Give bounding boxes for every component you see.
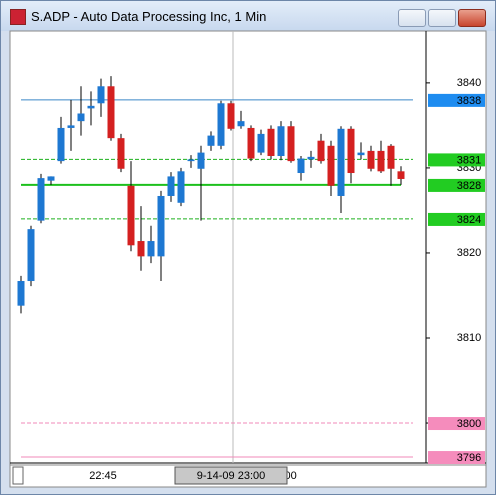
scroll-thumb[interactable] xyxy=(12,466,24,485)
title-bar: S.ADP - Auto Data Processing Inc, 1 Min xyxy=(1,1,495,31)
candle-body xyxy=(177,171,185,203)
level-label: 3796 xyxy=(457,452,481,464)
candle-body xyxy=(387,145,395,169)
candle-body xyxy=(257,133,265,153)
candle-body xyxy=(347,128,355,174)
candle-body xyxy=(197,152,205,169)
candle-body xyxy=(357,152,365,156)
candle-body xyxy=(67,125,75,128)
candle-body xyxy=(137,241,145,257)
candle-body xyxy=(27,229,35,282)
x-tick-label: 22:45 xyxy=(89,470,117,482)
candle-body xyxy=(147,241,155,257)
window-title: S.ADP - Auto Data Processing Inc, 1 Min xyxy=(31,9,267,24)
candle-body xyxy=(237,121,245,127)
candle-body xyxy=(187,159,195,162)
candle-body xyxy=(377,150,385,172)
level-label: 3828 xyxy=(457,180,481,192)
level-label: 3800 xyxy=(457,418,481,430)
candle-body xyxy=(217,103,225,146)
candle-body xyxy=(287,126,295,162)
candle-body xyxy=(37,178,45,221)
candle-body xyxy=(157,195,165,257)
y-tick-label: 3840 xyxy=(457,77,481,89)
candle-body xyxy=(107,86,115,139)
candle-body xyxy=(77,113,85,122)
crosshair-box xyxy=(174,466,288,485)
y-tick-label: 3820 xyxy=(457,247,481,259)
candle-body xyxy=(227,103,235,129)
candle-body xyxy=(267,128,275,157)
candle-body xyxy=(87,105,95,109)
candle-body xyxy=(97,86,105,104)
candle-body xyxy=(277,126,285,157)
level-box xyxy=(428,212,485,226)
close-button[interactable] xyxy=(458,9,486,27)
candle-body xyxy=(17,281,25,306)
candle-body xyxy=(47,176,55,181)
candle-body xyxy=(397,171,405,179)
candle-body xyxy=(207,135,215,146)
minimize-button[interactable] xyxy=(398,9,426,27)
chart-bg xyxy=(9,30,487,466)
level-box xyxy=(428,153,485,167)
y-tick-label: 3810 xyxy=(457,332,481,344)
level-label: 3824 xyxy=(457,214,481,226)
candle-body xyxy=(307,156,315,160)
candle-body xyxy=(167,176,175,196)
level-box xyxy=(428,178,485,192)
candle-body xyxy=(57,127,65,162)
crosshair-label: 9-14-09 23:00 xyxy=(197,470,266,482)
app-icon xyxy=(10,9,26,25)
candle-body xyxy=(317,140,325,162)
candle-body xyxy=(337,128,345,196)
level-box xyxy=(428,417,485,431)
level-label: 3838 xyxy=(457,95,481,107)
candle-body xyxy=(127,185,135,246)
candle-body xyxy=(327,145,335,186)
candle-body xyxy=(247,127,255,159)
candle-body xyxy=(297,158,305,174)
maximize-button[interactable] xyxy=(428,9,456,27)
level-box xyxy=(428,451,485,465)
candle-body xyxy=(367,150,375,169)
level-label: 3831 xyxy=(457,154,481,166)
level-box xyxy=(428,93,485,107)
candle-body xyxy=(117,138,125,169)
